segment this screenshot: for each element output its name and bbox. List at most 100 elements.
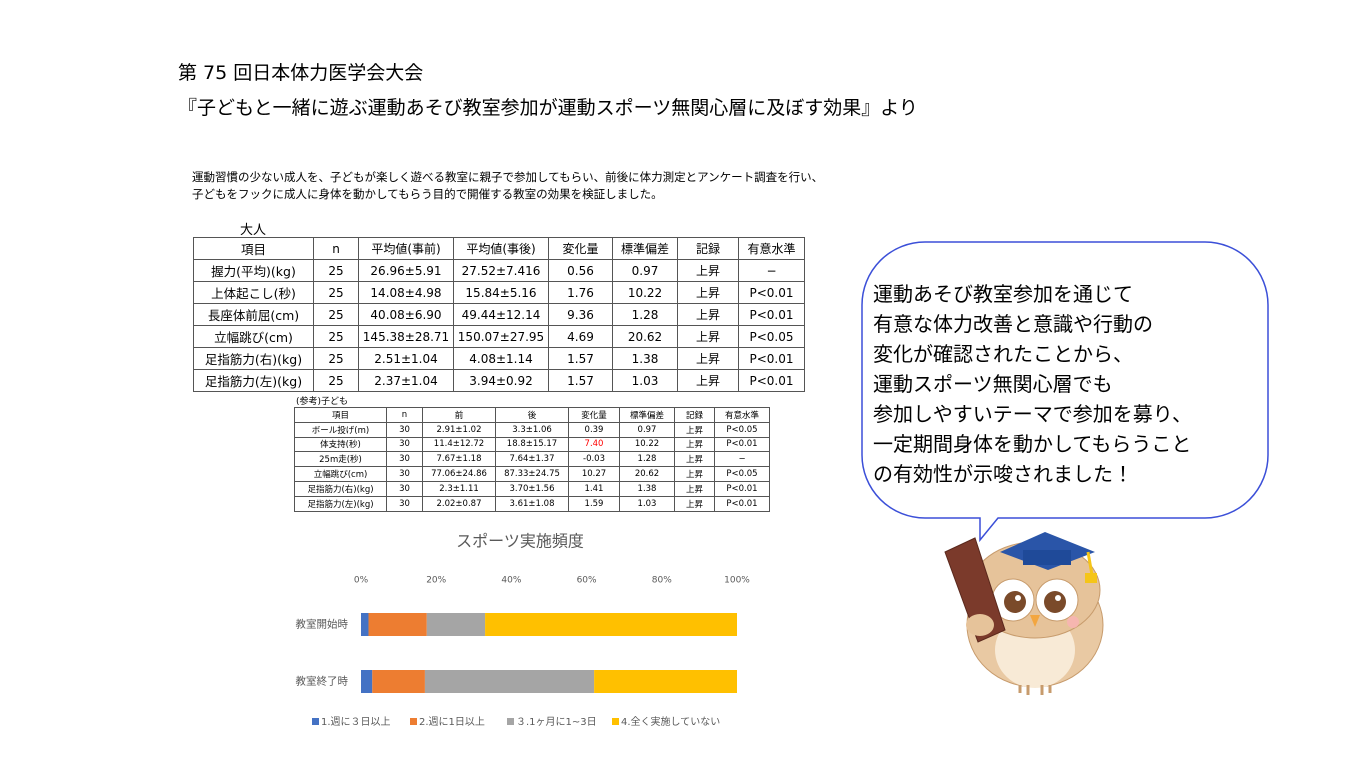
cell: 30 xyxy=(386,480,423,497)
cell: 有意水準 xyxy=(714,407,770,423)
bar-segment xyxy=(594,670,737,693)
cell: 立幅跳び(cm) xyxy=(193,325,314,348)
cell: P<0.01 xyxy=(738,281,805,304)
subtitle: 『子どもと一緒に遊ぶ運動あそび教室参加が運動スポーツ無関心層に及ぼす効果』より xyxy=(178,97,918,119)
bubble-line: 参加しやすいテーマで参加を募り、 xyxy=(873,402,1192,426)
speech-bubble-art xyxy=(861,241,1269,695)
cell: 1.57 xyxy=(548,347,613,370)
row: 足指筋力(左)(kg) 25 2.37±1.04 3.94±0.92 1.57 1.03 上… xyxy=(193,369,805,392)
cell: 立幅跳び(cm) xyxy=(294,466,387,482)
cell: 3.70±1.56 xyxy=(495,480,569,497)
chart-title: スポーツ実施頻度 xyxy=(456,532,584,551)
legend-swatch xyxy=(312,718,319,725)
cell: 150.07±27.95 xyxy=(453,325,549,348)
cell: 握力(平均)(kg) xyxy=(193,259,314,282)
cell: 後 xyxy=(495,407,569,423)
cell: 上昇 xyxy=(677,259,739,282)
row: ボール投げ(m) 30 2.91±1.02 3.3±1.06 0.39 0.97 上昇 P<0… xyxy=(294,421,770,438)
cell: 標準偏差 xyxy=(612,237,678,260)
cell: 項目 xyxy=(193,237,314,260)
cell: 7.40 xyxy=(568,436,620,453)
row: 足指筋力(右)(kg) 30 2.3±1.11 3.70±1.56 1.41 1.38 上昇… xyxy=(294,480,770,497)
bar-segment xyxy=(485,613,737,636)
cell: 10.22 xyxy=(612,281,678,304)
bubble xyxy=(861,241,1269,543)
cell: 上昇 xyxy=(674,421,715,438)
cell: P<0.05 xyxy=(714,421,770,438)
cell: 10.22 xyxy=(619,436,675,453)
cell: 上昇 xyxy=(674,436,715,453)
bubble-line: 変化が確認されたことから、 xyxy=(873,342,1133,366)
cell: 25 xyxy=(313,369,359,392)
cell: 20.62 xyxy=(619,466,675,482)
cell: n xyxy=(313,237,359,260)
row: 足指筋力(左)(kg) 30 2.02±0.87 3.61±1.08 1.59 1.03 上… xyxy=(294,495,770,512)
row: 25m走(秒) 30 7.67±1.18 7.64±1.37 -0.03 1.28 上昇 − xyxy=(294,451,770,468)
cell: P<0.05 xyxy=(714,466,770,482)
cell: 0.97 xyxy=(612,259,678,282)
cell: P<0.01 xyxy=(738,347,805,370)
child-table: 項目 n 前後変化量 標準偏差 記録 有意水準 ボール投げ(m) 30 2.91±1.02 3.3… xyxy=(294,407,770,512)
cell: 25m走(秒) xyxy=(294,451,387,468)
cell: 1.38 xyxy=(612,347,678,370)
cell: 1.76 xyxy=(548,281,613,304)
cell: 変化量 xyxy=(568,407,620,423)
cell: − xyxy=(738,259,805,282)
legend-label: 4.全く実施していない xyxy=(621,715,720,728)
cell: 上昇 xyxy=(674,451,715,468)
cell: P<0.01 xyxy=(738,303,805,326)
cell: 15.84±5.16 xyxy=(453,281,549,304)
row: 立幅跳び(cm) 30 77.06±24.86 87.33±24.75 10.27 20.… xyxy=(294,466,770,482)
row: 体支持(秒) 30 11.4±12.72 18.8±15.17 7.40 10.22 上昇 P… xyxy=(294,436,770,453)
cell: 上昇 xyxy=(677,347,739,370)
title: 第 75 回日本体力医学会大会 xyxy=(178,62,424,84)
cell: 有意水準 xyxy=(738,237,805,260)
cell: 記録 xyxy=(674,407,715,423)
cell: 前 xyxy=(422,407,496,423)
cell: 77.06±24.86 xyxy=(422,466,496,482)
bar-segment xyxy=(426,613,486,636)
row: 立幅跳び(cm) 25 145.38±28.71 150.07±27.95 4.69 20… xyxy=(193,325,805,348)
bar-segment xyxy=(361,670,373,693)
y-tick-label: 教室開始時 xyxy=(296,618,349,631)
cell: P<0.01 xyxy=(714,495,770,512)
cell: 30 xyxy=(386,466,423,482)
owl xyxy=(944,532,1104,695)
cell: 25 xyxy=(313,303,359,326)
cell: 25 xyxy=(313,281,359,304)
cell: 3.3±1.06 xyxy=(495,421,569,438)
cell: 4.69 xyxy=(548,325,613,348)
cell: 足指筋力(右)(kg) xyxy=(193,347,314,370)
cell: 30 xyxy=(386,451,423,468)
cell: 9.36 xyxy=(548,303,613,326)
table-caption: (参考)子ども xyxy=(296,397,349,407)
cell: 1.03 xyxy=(619,495,675,512)
cell: 1.57 xyxy=(548,369,613,392)
cell: 25 xyxy=(313,347,359,370)
bubble-line: 運動あそび教室参加を通じて xyxy=(873,282,1133,306)
x-tick-label: 80% xyxy=(652,576,672,586)
row: 足指筋力(右)(kg) 25 2.51±1.04 4.08±1.14 1.57 1.38 上… xyxy=(193,347,805,370)
cell: 上昇 xyxy=(677,325,739,348)
cell: 87.33±24.75 xyxy=(495,466,569,482)
legend-label: 1.週に３日以上 xyxy=(321,716,391,728)
bubble-line: の有効性が示唆されました！ xyxy=(873,462,1133,486)
cell: 2.91±1.02 xyxy=(422,421,496,438)
x-tick-label: 0% xyxy=(354,576,369,586)
cell: 26.96±5.91 xyxy=(358,259,454,282)
cell: 上昇 xyxy=(677,369,739,392)
cell: 11.4±12.72 xyxy=(422,436,496,453)
cell: 7.64±1.37 xyxy=(495,451,569,468)
header-row: 項目 n 平均値(事前) 平均値(事後) 変化量 標準偏差 記録 有意水準 xyxy=(193,237,805,260)
bar-segment xyxy=(361,613,369,636)
cell: 30 xyxy=(386,421,423,438)
cell: 変化量 xyxy=(548,237,613,260)
bar-segment xyxy=(368,613,427,636)
cell: 上昇 xyxy=(677,303,739,326)
cell: 20.62 xyxy=(612,325,678,348)
header-row: 項目 n 前後変化量 標準偏差 記録 有意水準 xyxy=(294,407,770,423)
cell: 0.97 xyxy=(619,421,675,438)
cell: 足指筋力(左)(kg) xyxy=(193,369,314,392)
x-tick-label: 20% xyxy=(426,576,446,586)
